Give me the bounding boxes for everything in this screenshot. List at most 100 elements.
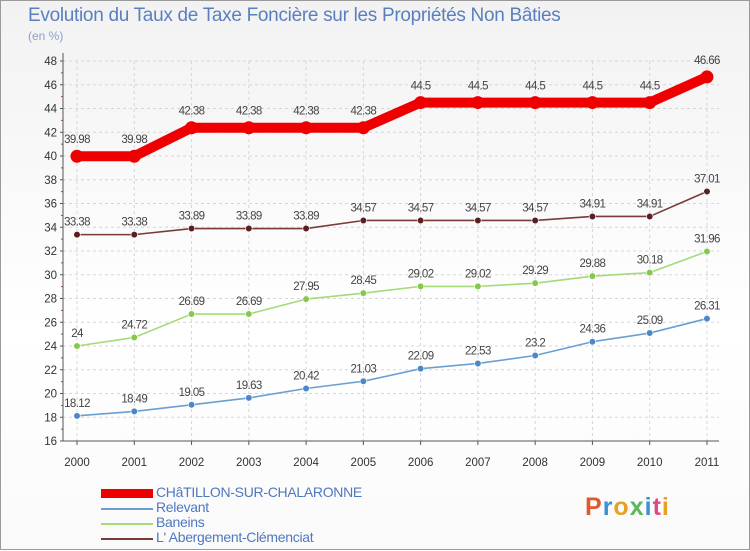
series-line (76, 317, 708, 417)
y-tick-label: 28 (44, 294, 57, 306)
y-tick-label: 16 (44, 436, 57, 448)
data-point (703, 187, 711, 196)
x-tick-label: 2006 (408, 457, 434, 469)
y-tick-label: 48 (44, 56, 57, 68)
y-tick-label: 26 (44, 317, 57, 329)
data-point (474, 359, 482, 368)
data-point (585, 96, 599, 110)
x-tick-label: 2011 (695, 457, 720, 469)
data-label: 44.5 (411, 81, 431, 93)
data-label: 29.29 (522, 265, 548, 277)
logo-letter: t (652, 493, 662, 521)
grid-lines (63, 60, 719, 442)
data-label: 34.57 (522, 202, 548, 214)
data-label: 18.49 (121, 393, 147, 405)
data-point (302, 224, 310, 233)
data-point (187, 310, 196, 318)
data-point (130, 407, 138, 416)
data-label: 19.05 (179, 387, 205, 399)
legend-label: L' Abergement-Clémenciat (156, 529, 314, 545)
y-tick-label: 30 (44, 270, 57, 282)
data-point (703, 247, 711, 256)
data-label: 29.02 (465, 268, 491, 280)
data-point (417, 216, 425, 225)
data-label: 33.89 (179, 211, 205, 223)
data-point (242, 121, 256, 135)
data-label: 24 (71, 328, 84, 340)
data-label: 34.91 (580, 198, 606, 210)
data-point (130, 333, 138, 342)
data-point (130, 231, 138, 239)
data-label: 44.5 (582, 81, 602, 93)
y-tick-label: 36 (44, 199, 57, 211)
x-tick-label: 2000 (64, 457, 90, 469)
y-tick-label: 18 (44, 412, 57, 424)
y-tick-label: 42 (44, 127, 57, 139)
data-point (531, 279, 539, 287)
data-point (417, 282, 425, 290)
data-point (474, 216, 482, 225)
data-point (703, 314, 711, 323)
data-point (359, 289, 367, 297)
legend-swatch (101, 489, 153, 498)
logo-letter: i (644, 493, 653, 521)
data-point (185, 121, 199, 135)
data-label: 27.95 (293, 281, 319, 293)
data-label: 39.98 (64, 134, 90, 146)
data-label: 42.38 (293, 106, 319, 118)
data-label: 22.53 (465, 345, 491, 357)
x-tick-label: 2009 (580, 457, 606, 469)
data-label: 31.96 (694, 233, 720, 245)
logo-letter: i (661, 493, 670, 521)
data-point (646, 212, 654, 221)
data-label: 34.57 (408, 202, 434, 214)
x-tick-label: 2010 (637, 457, 663, 469)
data-point (73, 231, 81, 239)
legend-label: Relevant (156, 499, 209, 515)
data-point (700, 70, 714, 84)
data-label: 21.03 (350, 363, 376, 375)
data-label: 20.42 (293, 371, 319, 383)
data-label: 18.12 (64, 398, 90, 410)
data-label: 34.57 (350, 202, 376, 214)
data-label: 29.02 (408, 268, 434, 280)
data-point (187, 224, 196, 233)
data-point (302, 384, 310, 393)
x-tick-label: 2004 (293, 457, 319, 469)
legend-label: Baneins (156, 514, 205, 530)
logo-letter: r (602, 493, 614, 521)
data-point (531, 216, 539, 225)
y-tick-label: 32 (44, 246, 57, 258)
data-point (417, 365, 425, 373)
data-point (127, 149, 141, 163)
legend-swatch (101, 523, 153, 525)
proxiti-logo: Proxiti (585, 493, 670, 522)
data-label: 25.09 (637, 315, 663, 327)
series-line (72, 71, 712, 162)
data-label: 44.5 (525, 81, 545, 93)
data-point (356, 121, 370, 135)
y-tick-label: 46 (44, 80, 57, 92)
data-label: 39.98 (121, 134, 147, 146)
data-point (643, 96, 657, 110)
legend-swatch (101, 508, 153, 510)
x-tick-label: 2005 (351, 457, 377, 469)
y-unit-label: (en %) (28, 29, 64, 43)
data-label: 26.31 (694, 301, 720, 313)
series-layer (70, 70, 714, 420)
data-point (73, 342, 81, 350)
y-tick-label: 44 (44, 104, 57, 116)
y-tick-label: 34 (44, 222, 57, 234)
data-label: 24.36 (580, 324, 606, 336)
logo-letter: o (613, 493, 630, 521)
data-point (73, 412, 81, 420)
data-point (588, 272, 597, 280)
data-point (359, 377, 367, 385)
data-label: 37.01 (694, 174, 720, 186)
data-label: 30.18 (637, 255, 663, 267)
data-labels: 39.98 39.98 42.38 42.38 42.38 42.38 44.5 44.5 44… (64, 55, 721, 410)
y-tick-label: 20 (44, 389, 57, 401)
data-label: 23.2 (525, 338, 545, 350)
data-point (245, 224, 253, 233)
data-point (302, 295, 310, 303)
